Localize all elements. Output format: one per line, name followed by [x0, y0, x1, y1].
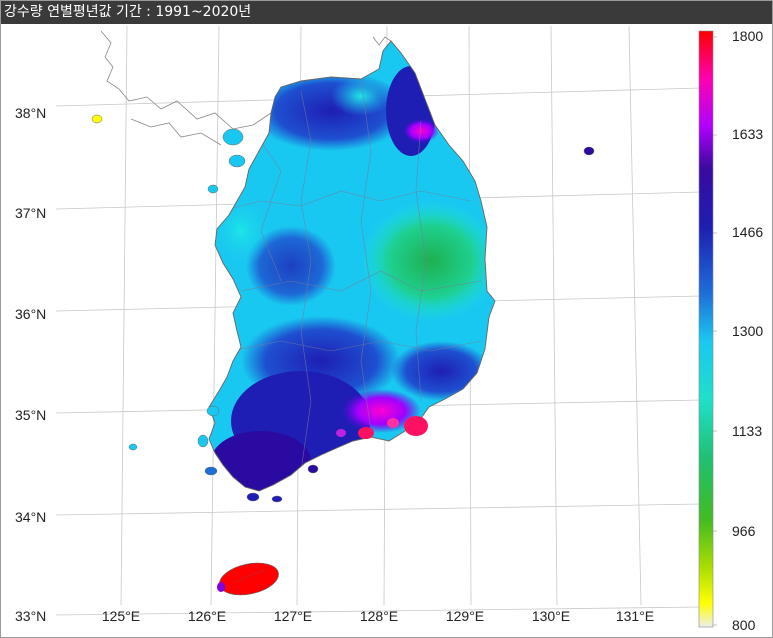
lat-label-33: 33°N [15, 608, 47, 624]
south-coast-heavy-rain [336, 416, 428, 439]
lon-label-128: 128°E [359, 608, 399, 624]
mainland-precip-field [209, 41, 495, 491]
lon-label-125: 125°E [101, 608, 141, 624]
north-korea-outline [100, 30, 392, 146]
colorbar-label-1466: 1466 [732, 224, 764, 240]
lat-label-34: 34°N [15, 509, 47, 525]
lon-label-129: 129°E [445, 608, 485, 624]
colorbar-label-1800: 1800 [732, 28, 764, 44]
jeju-island [217, 562, 279, 596]
colorbar [698, 30, 717, 628]
lat-label-37: 37°N [15, 205, 47, 221]
colorbar-label-1633: 1633 [732, 126, 764, 142]
lon-label-130: 130°E [531, 608, 571, 624]
lat-label-38: 38°N [15, 105, 47, 121]
mainland-coast [208, 40, 496, 492]
lat-label-36: 36°N [15, 306, 47, 322]
window-title: 강수량 연별평년값 기간 : 1991~2020년 [1, 1, 772, 24]
colorbar-label-966: 966 [732, 523, 756, 539]
graticule [55, 25, 702, 616]
colorbar-label-1300: 1300 [732, 323, 764, 339]
colorbar-label-1133: 1133 [732, 423, 763, 439]
western-islands [91, 114, 595, 503]
lon-label-127: 127°E [273, 608, 313, 624]
lat-label-35: 35°N [15, 407, 47, 423]
lon-label-126: 126°E [187, 608, 227, 624]
lon-label-131: 131°E [615, 608, 655, 624]
colorbar-label-800: 800 [732, 617, 756, 633]
